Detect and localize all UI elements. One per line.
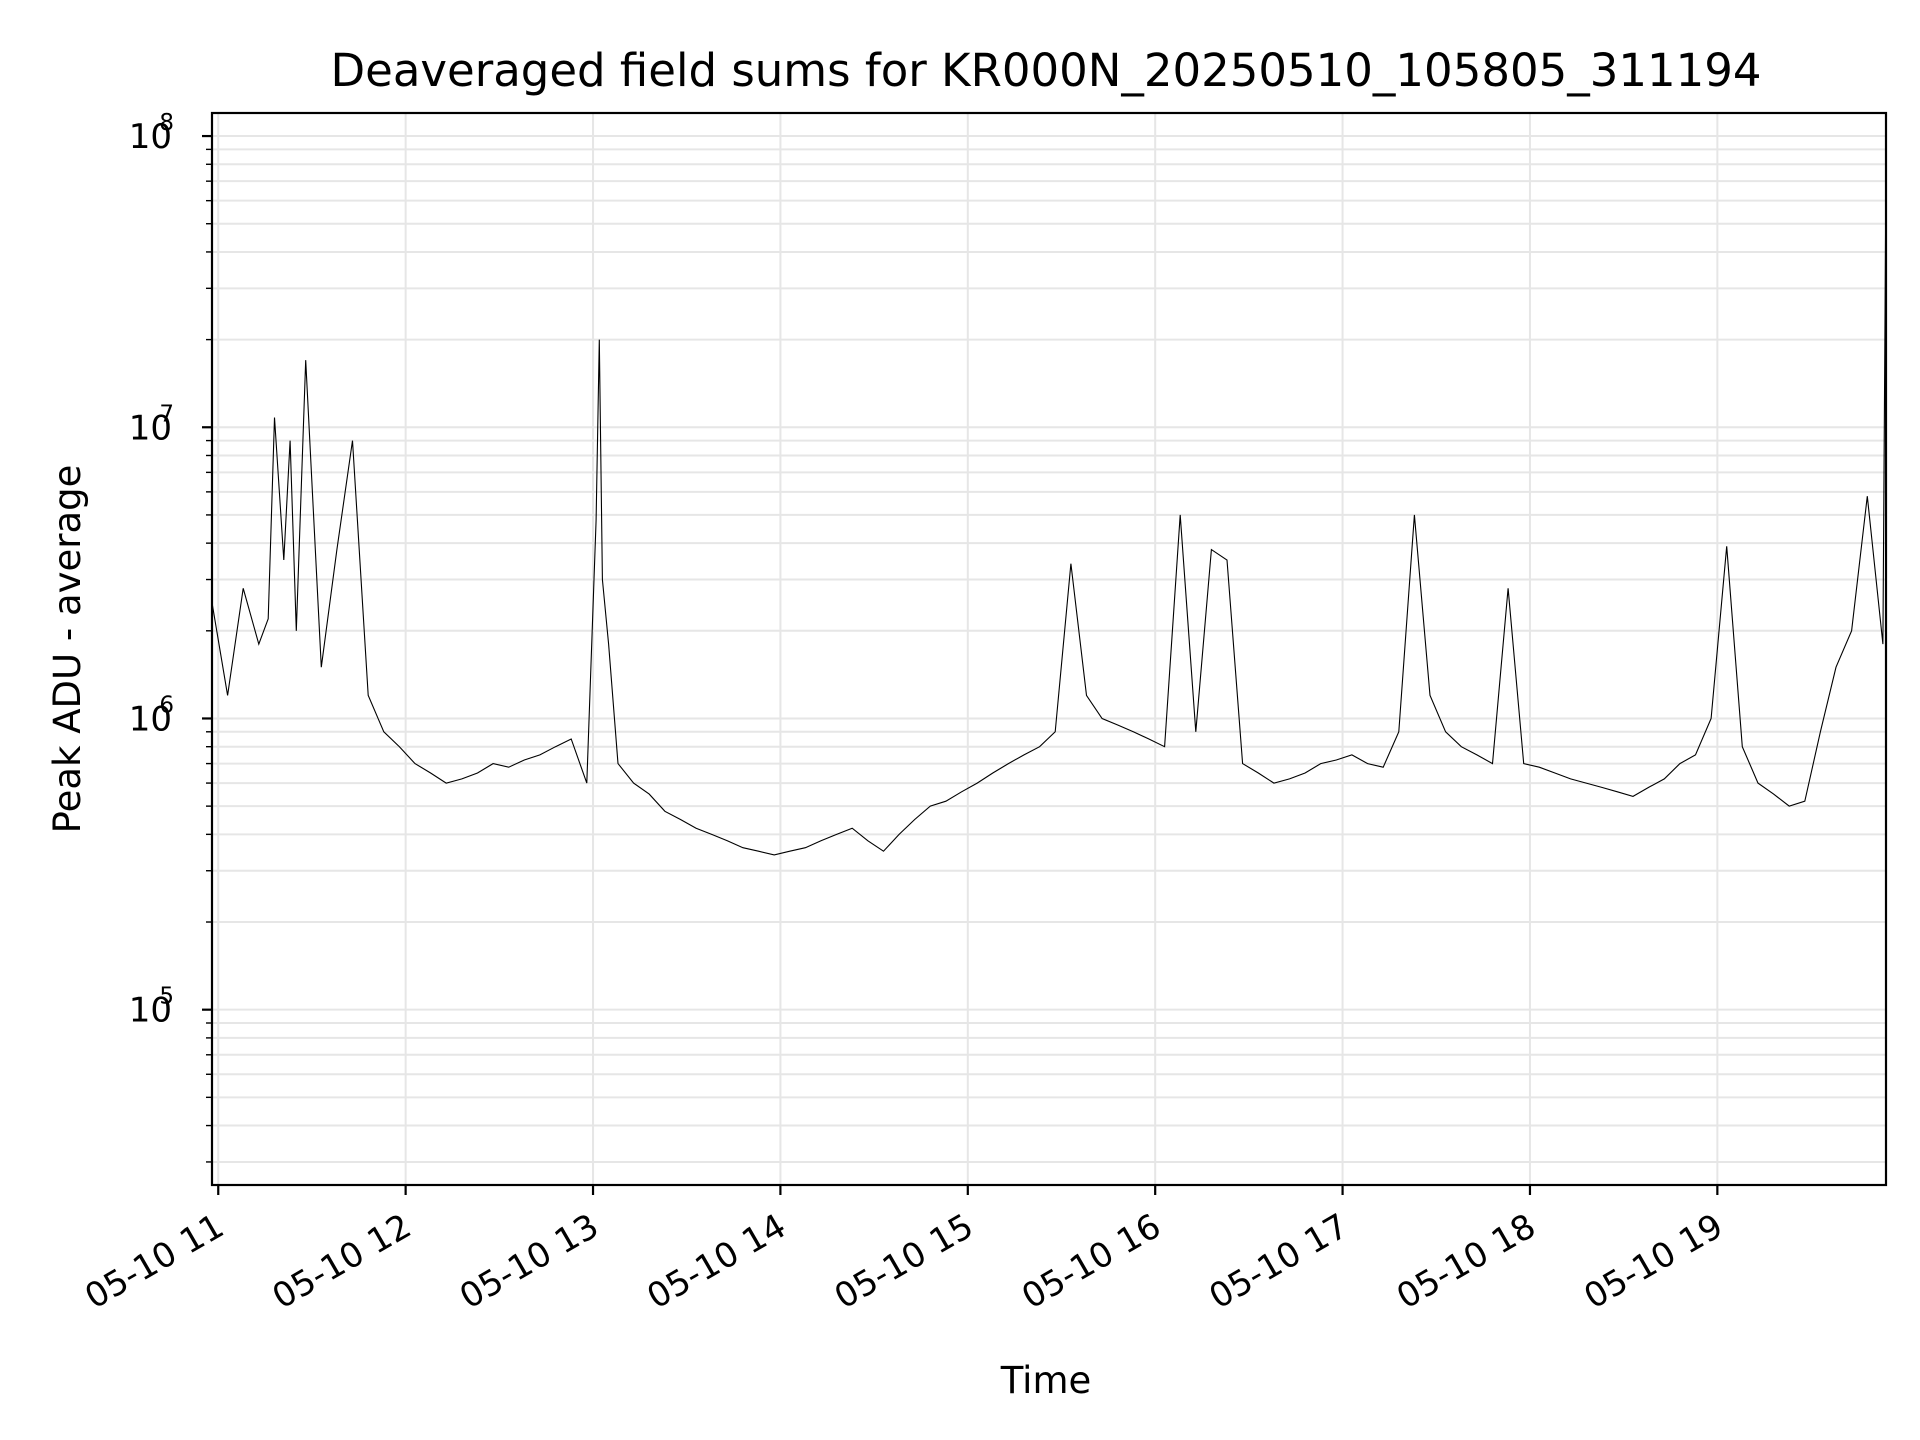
x-tick-label: 05-10 15 [828,1206,980,1317]
series-layer [211,164,1887,856]
y-tick-base: 10 [129,991,172,1031]
plot-frame [210,111,1888,1187]
x-axis: 05-10 11 05-10 12 05-10 13 05-10 14 05-10 15… [78,1185,1730,1317]
y-tick-base: 10 [129,117,172,157]
y-tick-exponent: 6 [159,692,174,718]
y-tick-base: 10 [129,408,172,448]
grid [212,113,1886,1185]
y-tick-label: 10 [129,117,172,157]
x-axis-label: Time [1000,1359,1092,1402]
y-tick-exponent: 7 [159,401,174,427]
x-tick-label: 05-10 12 [266,1206,418,1317]
x-tick-label: 05-10 19 [1577,1206,1729,1317]
y-tick-label: 10 [129,699,172,739]
x-tick-label: 05-10 18 [1390,1206,1542,1317]
y-tick-base: 10 [129,699,172,739]
series-line [211,164,1887,856]
x-tick-label: 05-10 13 [453,1206,605,1317]
y-tick-exponent: 5 [159,984,174,1010]
y-tick-label: 10 [129,991,172,1031]
x-tick-label: 05-10 14 [641,1206,793,1317]
x-tick-label: 05-10 17 [1203,1206,1355,1317]
y-tick-label: 10 [129,408,172,448]
chart-title: Deaveraged field sums for KR000N_2025051… [331,44,1762,97]
x-tick-label: 05-10 16 [1015,1206,1167,1317]
y-axis-label: Peak ADU - average [46,465,89,834]
x-tick-label: 05-10 11 [78,1206,230,1317]
y-tick-exponent: 8 [159,110,174,136]
